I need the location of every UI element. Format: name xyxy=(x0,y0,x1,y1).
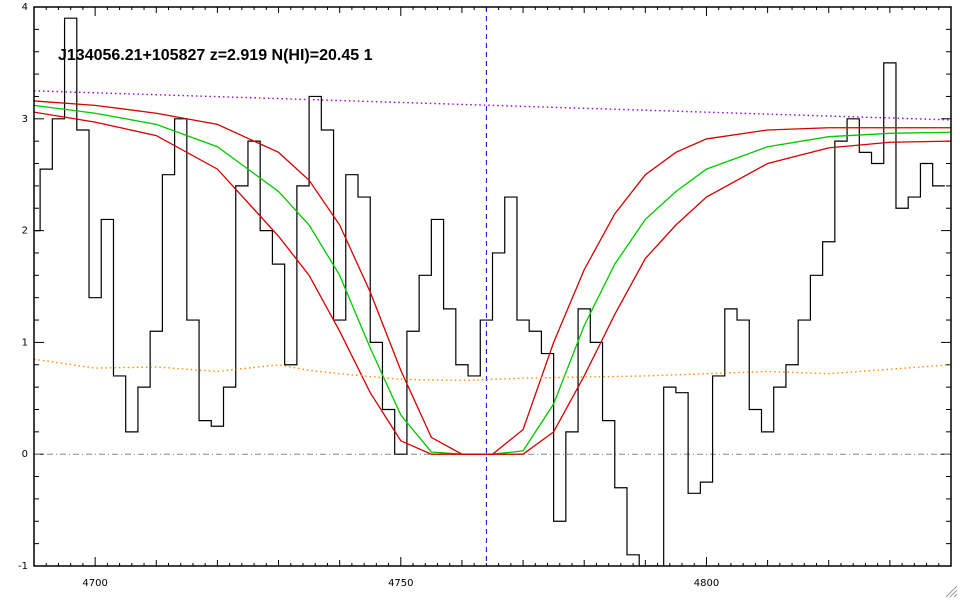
y-tick-label: 3 xyxy=(22,114,28,125)
x-tick-label: 4700 xyxy=(82,578,107,589)
chart-title: J134056.21+105827 z=2.919 N(HI)=20.45 1 xyxy=(58,47,373,64)
y-tick-label: -1 xyxy=(18,561,28,572)
tick-labels: 4700 4750 4800 -1 0 1 2 3 4 xyxy=(18,2,719,589)
x-tick-label: 4800 xyxy=(694,578,719,589)
series-layer xyxy=(34,17,951,566)
series-group xyxy=(34,17,951,566)
series-fit-lower-line xyxy=(34,111,951,455)
x-tick-label: 4750 xyxy=(388,578,413,589)
y-tick-label: 1 xyxy=(22,337,28,348)
series-error-line xyxy=(34,358,951,382)
series-flux-line xyxy=(34,17,945,566)
plot-frame xyxy=(33,6,952,567)
y-tick-label: 2 xyxy=(22,226,28,237)
y-tick-label: 0 xyxy=(22,449,28,460)
resize-grip-icon[interactable] xyxy=(945,585,958,598)
y-tick-label: 4 xyxy=(22,2,28,13)
